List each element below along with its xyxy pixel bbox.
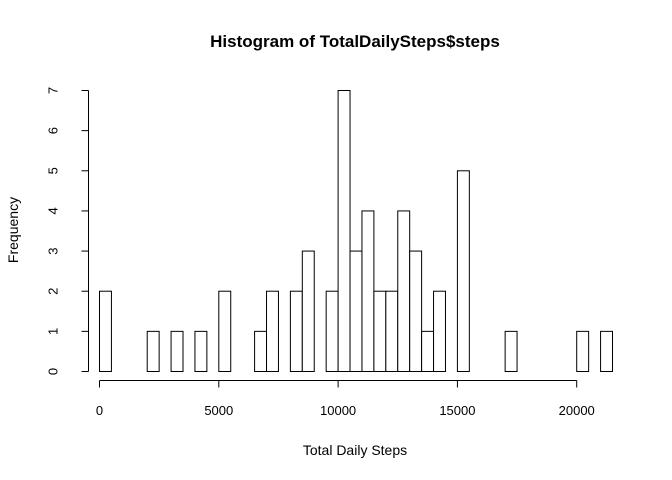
x-tick-label: 0 [96,403,103,418]
histogram-bar [289,290,303,372]
y-tick-label: 6 [46,127,61,134]
histogram-bar [146,330,160,372]
y-tick-label: 7 [46,87,61,94]
histogram-bar [600,330,614,372]
histogram-bar [194,330,208,372]
y-tick-label: 4 [46,207,61,214]
histogram-bar [325,290,339,372]
histogram-bar [254,330,268,372]
x-tick-label: 20000 [559,403,595,418]
chart-title: Histogram of TotalDailySteps$steps [210,32,500,51]
histogram-bar [349,250,363,373]
histogram-bar [337,90,351,372]
y-tick-label: 0 [46,368,61,375]
histogram-bar [385,290,399,372]
x-tick-label: 15000 [439,403,475,418]
y-tick-label: 5 [46,167,61,174]
histogram-bar [433,290,446,372]
histogram-bar [421,330,435,372]
histogram-bar [409,250,423,373]
x-axis: 0 5000 10000 15000 20000 [96,380,595,418]
histogram-bar [99,290,112,372]
x-tick-label: 5000 [204,403,233,418]
y-tick-label: 3 [46,247,61,254]
y-axis-label: Frequency [5,197,21,263]
histogram-bar [456,170,470,372]
histogram-bar [504,330,518,372]
histogram-bar [301,250,315,373]
histogram-bar [170,330,184,372]
y-tick-label: 2 [46,288,61,295]
histogram-bars [99,90,614,373]
histogram-bar [576,330,590,372]
histogram-bar [397,210,411,372]
y-axis: 0 1 2 3 4 5 6 7 [46,87,89,375]
x-axis-label: Total Daily Steps [303,442,407,458]
histogram-bar [218,290,232,372]
y-tick-label: 1 [46,328,61,335]
histogram-bar [266,290,279,372]
x-tick-label: 10000 [320,403,356,418]
histogram-bar [361,210,375,372]
histogram-bar [373,290,387,372]
